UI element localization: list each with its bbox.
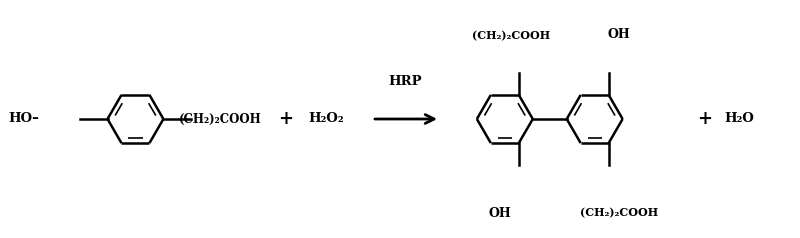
Text: +: + [697, 110, 712, 128]
Text: (CH₂)₂COOH: (CH₂)₂COOH [580, 208, 658, 218]
Text: OH: OH [608, 29, 630, 41]
Text: HRP: HRP [388, 75, 422, 88]
Text: (CH₂)₂COOH: (CH₂)₂COOH [178, 113, 261, 125]
Text: +: + [278, 110, 293, 128]
Text: OH: OH [489, 208, 511, 220]
Text: H₂O₂: H₂O₂ [308, 113, 344, 125]
Text: H₂O: H₂O [725, 113, 754, 125]
Text: (CH₂)₂COOH: (CH₂)₂COOH [472, 30, 550, 41]
Text: HO–: HO– [9, 113, 39, 125]
